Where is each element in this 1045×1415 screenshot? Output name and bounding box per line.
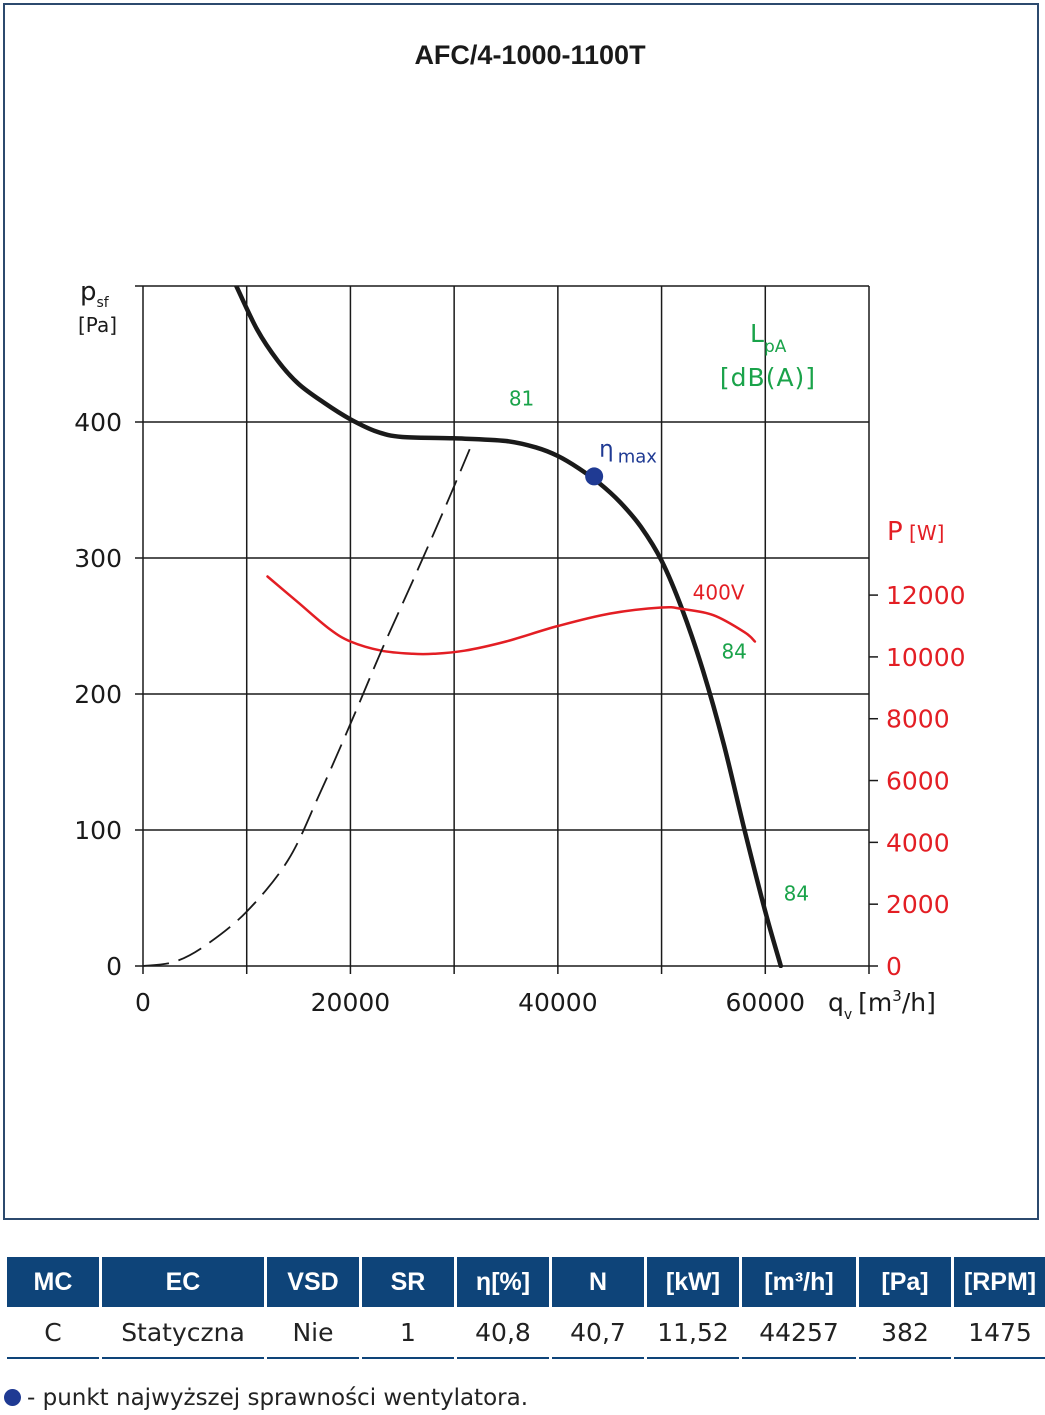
y-tick-label: 300 <box>74 544 122 573</box>
y-axis-label: psf <box>80 277 110 311</box>
table-cell: 382 <box>859 1307 951 1359</box>
table-cell: 11,52 <box>647 1307 739 1359</box>
y-tick-label: 100 <box>74 816 122 845</box>
right-axis-label: P [W] <box>887 517 944 547</box>
x-tick-label: 40000 <box>518 988 598 1017</box>
table-cell: 1475 <box>954 1307 1045 1359</box>
right-tick-label: 10000 <box>886 643 966 672</box>
table-cell: 40,7 <box>552 1307 644 1359</box>
right-tick-label: 6000 <box>886 767 950 796</box>
lpa-label-sub: pA <box>764 337 787 357</box>
fan-performance-chart: AFC/4-1000-1100T 0 20000 40000 600000100200… <box>74 40 965 1023</box>
column-header: [kW] <box>647 1257 739 1307</box>
y-axis-unit: [Pa] <box>78 313 117 337</box>
label-layer: 0 20000 40000 60000010020030040002000400060… <box>74 277 965 1023</box>
x-tick-label: 0 <box>135 988 151 1017</box>
spec-table: MC EC VSD SR η[%] N [kW] [m³/h] [Pa] [RPM] C Staty… <box>4 1257 1045 1359</box>
right-tick-label: 8000 <box>886 705 950 734</box>
annotation-label: 84 <box>784 882 809 906</box>
pressure-curve-line <box>234 286 784 968</box>
right-tick-label: 4000 <box>886 828 950 857</box>
lpa-label-main: L <box>750 319 764 348</box>
table-cell: Statyczna <box>102 1307 264 1359</box>
table-cell: Nie <box>267 1307 359 1359</box>
x-axis-label-sub: v <box>844 1007 852 1023</box>
column-header: [Pa] <box>859 1257 951 1307</box>
eta-max-point <box>585 467 604 486</box>
y-axis-label-main: p <box>80 277 97 307</box>
y-axis-label-sub: sf <box>97 295 110 311</box>
right-tick-label: 12000 <box>886 581 966 610</box>
eta-max-label: η max <box>599 436 657 467</box>
chart-title: AFC/4-1000-1100T <box>414 40 646 70</box>
column-header: [m³/h] <box>742 1257 856 1307</box>
table-cell: C <box>7 1307 99 1359</box>
right-axis-label-main: P <box>887 517 903 547</box>
right-tick-label: 0 <box>886 952 902 981</box>
column-header: η[%] <box>457 1257 549 1307</box>
lpa-unit: [dB(A)] <box>720 363 816 392</box>
power-curve-line <box>266 575 757 656</box>
x-axis-unit-prefix: [m <box>858 988 892 1017</box>
column-header: N <box>552 1257 644 1307</box>
y-tick-label: 400 <box>74 408 122 437</box>
y-tick-label: 200 <box>74 680 122 709</box>
annotation-label: 400V <box>693 581 745 605</box>
grid <box>135 285 878 974</box>
system-curve-line <box>143 448 471 967</box>
lpa-label: LpA <box>750 319 787 357</box>
spec-table-header: MC EC VSD SR η[%] N [kW] [m³/h] [Pa] [RPM] <box>7 1257 1045 1307</box>
right-axis-unit: [W] <box>903 521 945 545</box>
annotation-label: 84 <box>721 639 746 663</box>
footnote: - punkt najwyższej sprawności wentylator… <box>4 1385 528 1411</box>
table-cell: 44257 <box>742 1307 856 1359</box>
column-header: [RPM] <box>954 1257 1045 1307</box>
x-tick-label: 60000 <box>726 988 806 1017</box>
column-header: EC <box>102 1257 264 1307</box>
x-axis-unit-suffix: /h] <box>902 988 936 1017</box>
footnote-text: - punkt najwyższej sprawności wentylator… <box>27 1385 529 1411</box>
x-axis-label: qv [m3/h] <box>828 987 936 1023</box>
table-cell: 1 <box>362 1307 454 1359</box>
table-cell: 40,8 <box>457 1307 549 1359</box>
column-header: SR <box>362 1257 454 1307</box>
series-layer <box>143 286 784 968</box>
x-axis-unit-sup: 3 <box>892 987 902 1005</box>
column-header: MC <box>7 1257 99 1307</box>
x-axis-label-main: q <box>828 988 844 1017</box>
annotation-label: 81 <box>509 387 534 411</box>
right-tick-label: 2000 <box>886 890 950 919</box>
eta-max-symbol: η <box>599 436 614 462</box>
eta-max-marker-icon <box>4 1389 21 1406</box>
y-tick-label: 0 <box>106 952 122 981</box>
eta-max-sub: max <box>618 446 658 467</box>
chart-frame <box>3 3 1039 1220</box>
column-header: VSD <box>267 1257 359 1307</box>
table-row: C Statyczna Nie 1 40,8 40,7 11,52 44257 382 1475 <box>7 1307 1045 1359</box>
x-tick-label: 20000 <box>311 988 391 1017</box>
